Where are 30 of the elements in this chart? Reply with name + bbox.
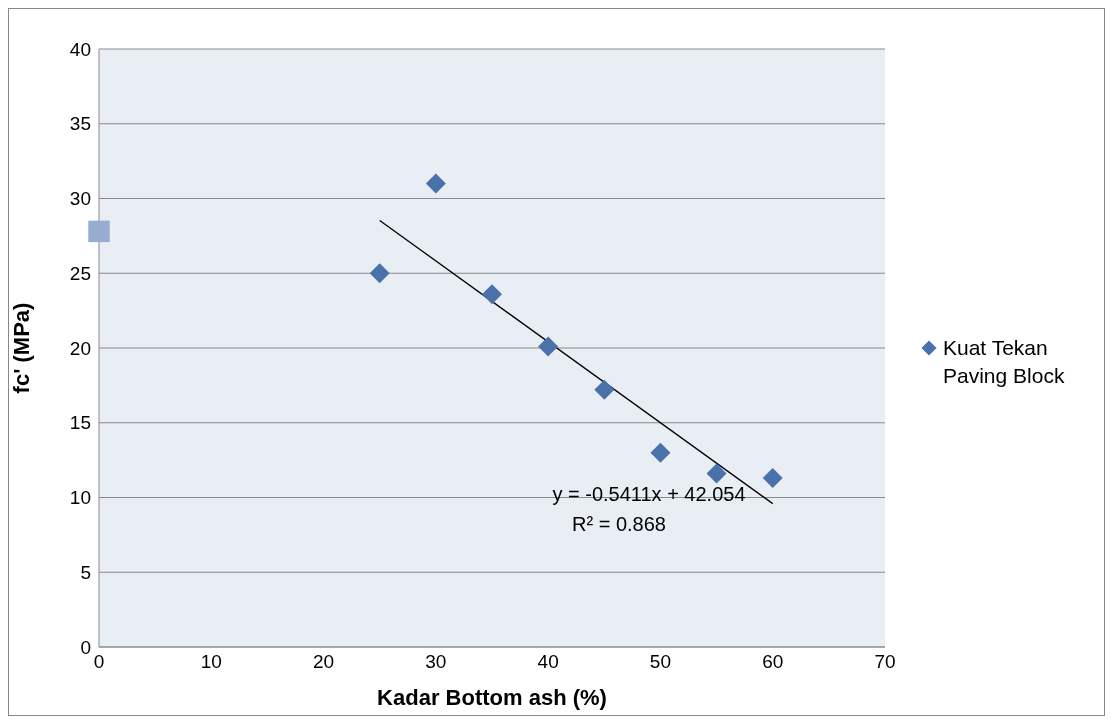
x-axis-title: Kadar Bottom ash (%) xyxy=(377,685,607,710)
point xyxy=(538,336,559,357)
y-tick-label: 40 xyxy=(69,38,91,60)
y-tick-label: 25 xyxy=(69,262,91,284)
x-tick-label: 20 xyxy=(313,651,335,673)
point xyxy=(88,220,110,243)
y-tick-label: 5 xyxy=(80,561,91,583)
point xyxy=(650,442,671,463)
y-tick-label: 10 xyxy=(69,487,91,509)
x-tick-label: 60 xyxy=(762,651,784,673)
y-axis-title: fc' (MPa) xyxy=(8,302,34,394)
y-tick-label: 35 xyxy=(69,113,91,135)
point xyxy=(425,173,446,194)
x-tick-label: 30 xyxy=(425,651,447,673)
y-tick-label: 15 xyxy=(69,412,91,434)
y-tick-label: 20 xyxy=(69,337,91,359)
annotation: R² = 0.868 xyxy=(571,513,667,536)
x-tick-label: 50 xyxy=(649,651,671,673)
legend-label: Kuat Tekan Paving Block xyxy=(943,335,1066,389)
point xyxy=(706,463,727,484)
point xyxy=(594,379,615,400)
x-tick-label: 70 xyxy=(874,651,896,673)
point xyxy=(482,284,502,305)
point xyxy=(762,468,783,489)
x-tick-label: 10 xyxy=(200,651,222,673)
y-tick-label: 30 xyxy=(69,188,91,210)
x-tick-label: 40 xyxy=(537,651,559,673)
point xyxy=(369,263,390,284)
annotation: y = -0.5411x + 42.054 xyxy=(551,483,747,506)
y-tick-label: 0 xyxy=(80,636,91,658)
